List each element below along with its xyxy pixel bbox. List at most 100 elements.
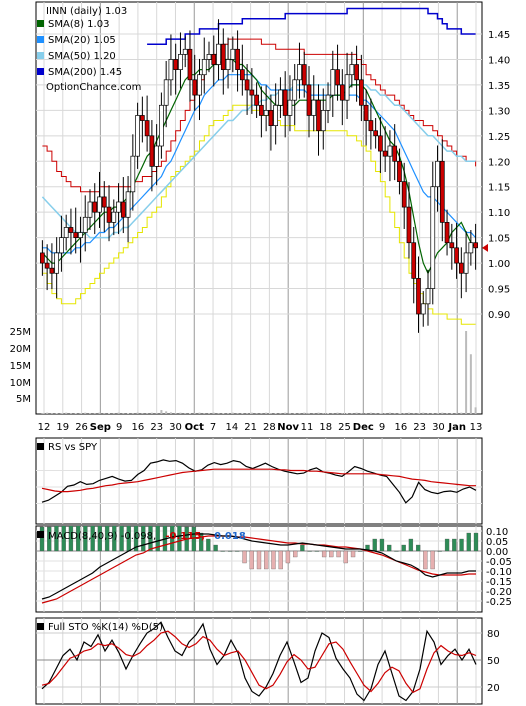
volume-bar bbox=[312, 413, 315, 414]
volume-bar bbox=[388, 412, 391, 414]
candle-body bbox=[239, 69, 245, 81]
candle-body bbox=[163, 79, 169, 106]
macd-histogram-bar bbox=[235, 550, 240, 552]
candle-body bbox=[106, 206, 112, 223]
candle-body bbox=[225, 59, 231, 70]
macd-tick-label: 0.00 bbox=[486, 547, 508, 558]
macd-histogram-bar bbox=[401, 544, 406, 552]
volume-bar bbox=[193, 413, 196, 414]
x-tick-label: 9 bbox=[379, 422, 385, 433]
volume-tick-label: 10M bbox=[10, 378, 31, 389]
candle-body bbox=[468, 242, 474, 254]
macd-histogram-bar bbox=[379, 538, 385, 552]
macd-tick-label: -0.10 bbox=[486, 567, 512, 578]
candle-body bbox=[378, 135, 383, 152]
price-tick-label: 1.20 bbox=[488, 157, 510, 168]
legend-sma200: SMA(200) 1.45 bbox=[37, 67, 122, 78]
volume-bar bbox=[60, 413, 63, 414]
volume-bar bbox=[65, 412, 68, 414]
candle-body bbox=[420, 303, 426, 315]
volume-bar bbox=[465, 331, 468, 414]
volume-bar bbox=[427, 413, 430, 414]
x-tick-label: 16 bbox=[132, 422, 145, 433]
macd-histogram-bar bbox=[437, 550, 442, 552]
price-tick-label: 1.35 bbox=[488, 81, 510, 92]
legend-swatch bbox=[37, 52, 44, 59]
x-tick-label: 18 bbox=[319, 422, 332, 433]
macd-histogram-bar bbox=[300, 544, 305, 552]
macd-tick-label: 0.10 bbox=[486, 527, 508, 538]
price-tick-label: 0.90 bbox=[488, 310, 510, 321]
legend-swatch bbox=[37, 68, 44, 75]
macd-tick-label: -0.15 bbox=[486, 577, 512, 588]
volume-bar bbox=[212, 412, 215, 414]
volume-bar bbox=[131, 413, 134, 414]
x-tick-label: Dec bbox=[353, 422, 374, 433]
macd-signal-line bbox=[41, 535, 476, 604]
candle-body bbox=[325, 94, 331, 111]
candle-body bbox=[349, 64, 355, 76]
price-tick-label: 1.05 bbox=[488, 234, 510, 245]
macd-histogram-bar bbox=[350, 550, 356, 558]
volume-bar bbox=[103, 413, 106, 414]
macd-histogram-bar bbox=[39, 526, 45, 552]
candle-body bbox=[230, 48, 236, 60]
price-tick-label: 1.45 bbox=[488, 30, 510, 41]
volume-bar bbox=[446, 413, 449, 414]
legend-sma8: SMA(8) 1.03 bbox=[37, 19, 109, 30]
legend-sma50: SMA(50) 1.20 bbox=[37, 51, 116, 62]
x-tick-label: 11 bbox=[301, 422, 314, 433]
candle-body bbox=[292, 79, 298, 101]
macd-histogram-bar bbox=[387, 544, 392, 552]
candle-body bbox=[344, 74, 350, 101]
x-tick-label: 13 bbox=[470, 422, 483, 433]
sto-k-line bbox=[41, 621, 477, 702]
macd-histogram-bar bbox=[54, 526, 59, 552]
x-tick-label: Sep bbox=[90, 422, 111, 433]
candle-body bbox=[244, 79, 250, 91]
volume-bar bbox=[222, 413, 225, 414]
volume-bar bbox=[412, 413, 415, 414]
volume-bar bbox=[203, 413, 206, 414]
rs-title: RS vs SPY bbox=[48, 442, 98, 453]
candle-body bbox=[430, 186, 436, 289]
legend-label: SMA(8) 1.03 bbox=[48, 19, 109, 30]
volume-bar bbox=[450, 413, 453, 414]
candle-body bbox=[187, 48, 193, 81]
macd-tick-label: 0.05 bbox=[486, 537, 508, 548]
candle-body bbox=[373, 130, 378, 137]
upper-band-line bbox=[42, 38, 477, 193]
macd-histogram-bar bbox=[83, 526, 88, 552]
volume-bar bbox=[327, 413, 330, 414]
volume-bar bbox=[355, 412, 358, 414]
volume-bar bbox=[208, 413, 211, 414]
price-tick-label: 1.10 bbox=[488, 208, 510, 219]
price-tick-label: 1.25 bbox=[488, 132, 510, 143]
x-tick-label: 30 bbox=[169, 422, 182, 433]
candle-body bbox=[401, 181, 407, 208]
legend-label: SMA(200) 1.45 bbox=[48, 67, 122, 78]
legend-swatch bbox=[37, 20, 44, 27]
volume-bar bbox=[346, 413, 349, 414]
volume-bar bbox=[112, 413, 115, 414]
candle-body bbox=[130, 155, 136, 193]
candle-body bbox=[392, 145, 398, 162]
macd-histogram-bar bbox=[133, 526, 139, 552]
candle-body bbox=[140, 115, 145, 121]
candle-body bbox=[40, 252, 45, 264]
macd-histogram-bar bbox=[343, 550, 348, 564]
volume-bar bbox=[55, 413, 58, 414]
macd-histogram-bar bbox=[220, 550, 225, 552]
macd-histogram-bar bbox=[256, 550, 262, 570]
volume-tick-label: 15M bbox=[10, 361, 31, 372]
volume-bar bbox=[260, 413, 263, 414]
volume-bar bbox=[393, 413, 396, 414]
x-tick-label: 7 bbox=[210, 422, 216, 433]
volume-bar bbox=[93, 413, 96, 414]
volume-bar bbox=[174, 413, 177, 414]
volume-bar bbox=[217, 413, 220, 414]
candle-body bbox=[382, 150, 388, 157]
macd-histogram-bar bbox=[76, 526, 81, 552]
x-tick-label: 23 bbox=[413, 422, 426, 433]
macd-histogram-bar bbox=[415, 544, 421, 552]
